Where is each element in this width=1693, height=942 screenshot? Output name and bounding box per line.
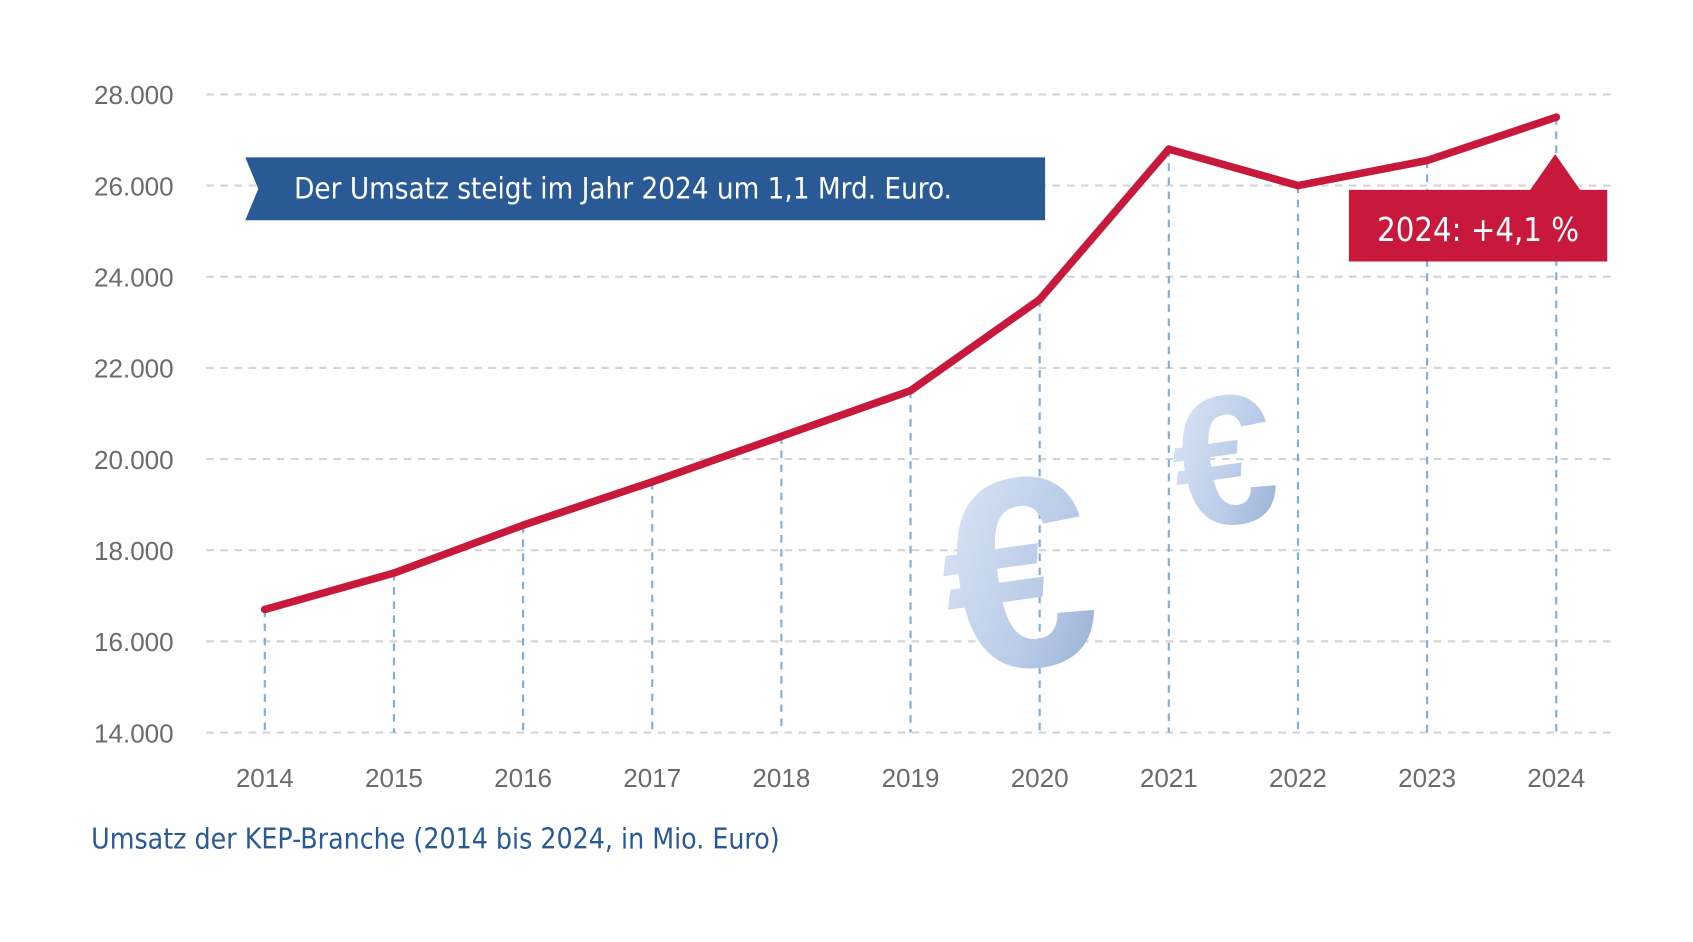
data-point [1165, 145, 1173, 153]
data-point [1294, 181, 1302, 190]
x-tick-label: 2017 [623, 763, 681, 793]
data-point [1423, 156, 1431, 165]
y-tick-label: 18.000 [94, 536, 174, 566]
data-point [648, 478, 657, 486]
data-point [906, 386, 915, 395]
euro-icon: € [922, 413, 1114, 734]
x-tick-label: 2019 [882, 763, 940, 793]
x-tick-label: 2021 [1140, 763, 1198, 793]
callout-text: 2024: +4,1 % [1377, 211, 1579, 249]
euro-icon: € [1159, 352, 1289, 570]
data-point [1552, 113, 1561, 122]
x-tick-label: 2015 [365, 763, 423, 793]
svg-text:€: € [1159, 352, 1289, 570]
x-tick-label: 2016 [494, 763, 552, 793]
x-tick-label: 2022 [1269, 763, 1327, 793]
data-point [1035, 295, 1044, 304]
y-tick-label: 20.000 [94, 445, 174, 475]
x-tick-label: 2018 [752, 763, 810, 793]
x-tick-label: 2024 [1527, 763, 1585, 793]
callout-annotation: 2024: +4,1 % [1348, 154, 1608, 262]
data-point [261, 605, 269, 614]
x-tick-label: 2020 [1011, 763, 1069, 793]
y-tick-label: 16.000 [94, 627, 174, 657]
y-tick-label: 14.000 [94, 718, 174, 748]
y-tick-label: 26.000 [94, 171, 174, 201]
y-tick-label: 28.000 [94, 80, 174, 110]
banner-annotation: Der Umsatz steigt im Jahr 2024 um 1,1 Mr… [245, 157, 1046, 221]
data-point [519, 521, 527, 529]
data-point [390, 569, 398, 577]
banner-text: Der Umsatz steigt im Jahr 2024 um 1,1 Mr… [294, 172, 952, 206]
y-tick-label: 24.000 [94, 263, 174, 293]
y-tick-label: 22.000 [94, 354, 174, 384]
chart-title: Umsatz der KEP-Branche (2014 bis 2024, i… [91, 823, 780, 856]
data-point [777, 432, 786, 441]
x-tick-label: 2023 [1398, 763, 1456, 793]
x-tick-label: 2014 [236, 763, 294, 793]
svg-text:€: € [922, 413, 1114, 734]
